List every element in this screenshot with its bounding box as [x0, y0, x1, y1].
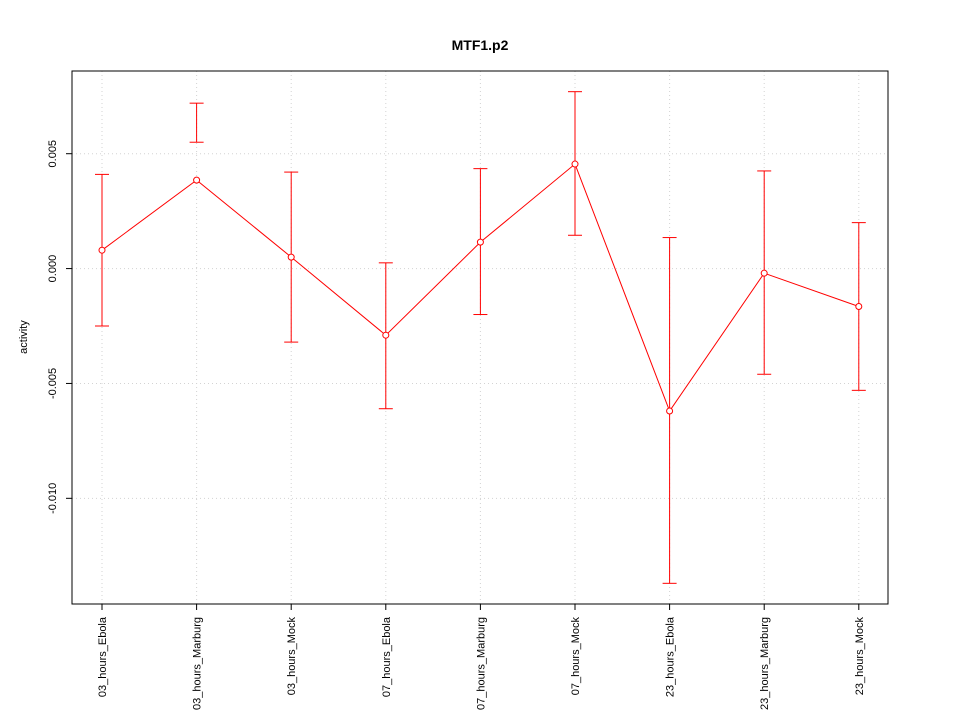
y-axis-label: activity: [18, 320, 30, 354]
y-axis: 0.005 0.000 -0.005 -0.010: [47, 140, 72, 514]
data-point: [287, 253, 295, 261]
x-tick-label: 03_hours_Mock: [286, 617, 298, 696]
x-tick-label: 23_hours_Marburg: [759, 617, 771, 710]
x-tick-label: 23_hours_Mock: [854, 617, 866, 696]
y-tick-label: -0.010: [47, 483, 59, 514]
y-tick-label: 0.000: [47, 255, 59, 283]
y-tick-label: 0.005: [47, 140, 59, 168]
x-tick-label: 03_hours_Ebola: [97, 616, 109, 697]
series: [95, 91, 866, 584]
y-tick-label: -0.005: [47, 368, 59, 399]
data-point: [855, 302, 863, 310]
data-point: [666, 407, 674, 415]
data-point: [760, 269, 768, 277]
x-tick-label: 03_hours_Marburg: [192, 617, 204, 710]
data-point: [98, 246, 106, 254]
grid: [72, 71, 888, 604]
data-point: [382, 331, 390, 339]
x-tick-label: 07_hours_Ebola: [381, 616, 393, 697]
data-point: [571, 160, 579, 168]
x-axis: 03_hours_Ebola 03_hours_Marburg 03_hours_M…: [97, 604, 866, 710]
x-tick-label: 23_hours_Ebola: [665, 616, 677, 697]
data-point: [193, 176, 201, 184]
x-tick-label: 07_hours_Marburg: [475, 617, 487, 710]
data-point: [476, 238, 484, 246]
plot-frame: [71, 70, 889, 605]
x-tick-label: 07_hours_Mock: [570, 617, 582, 696]
chart-title: MTF1.p2: [452, 37, 509, 53]
